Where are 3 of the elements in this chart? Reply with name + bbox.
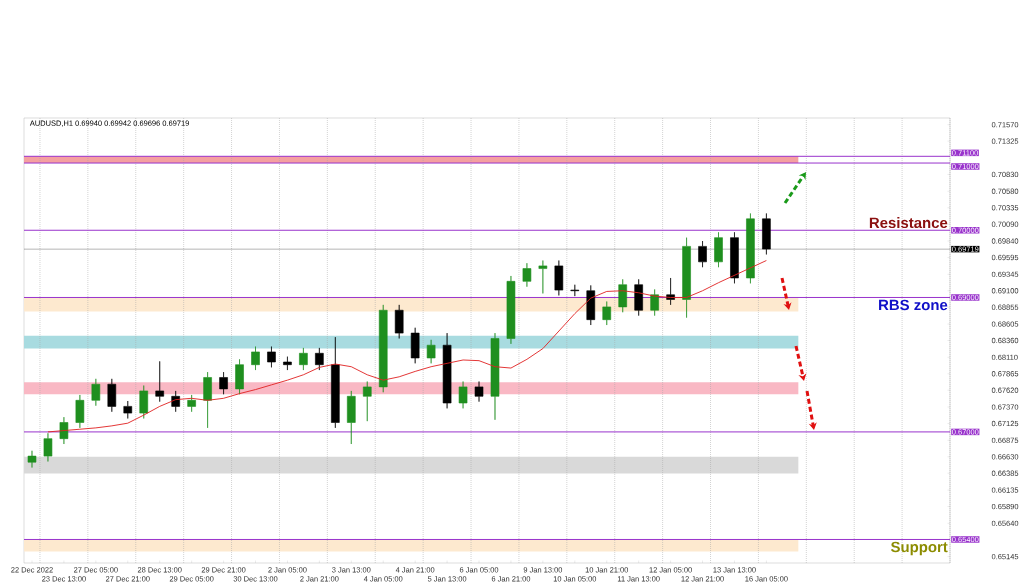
annotation: RBS zone xyxy=(879,299,948,311)
annotation: Resistance xyxy=(869,217,948,229)
annotation: Support xyxy=(890,541,948,556)
